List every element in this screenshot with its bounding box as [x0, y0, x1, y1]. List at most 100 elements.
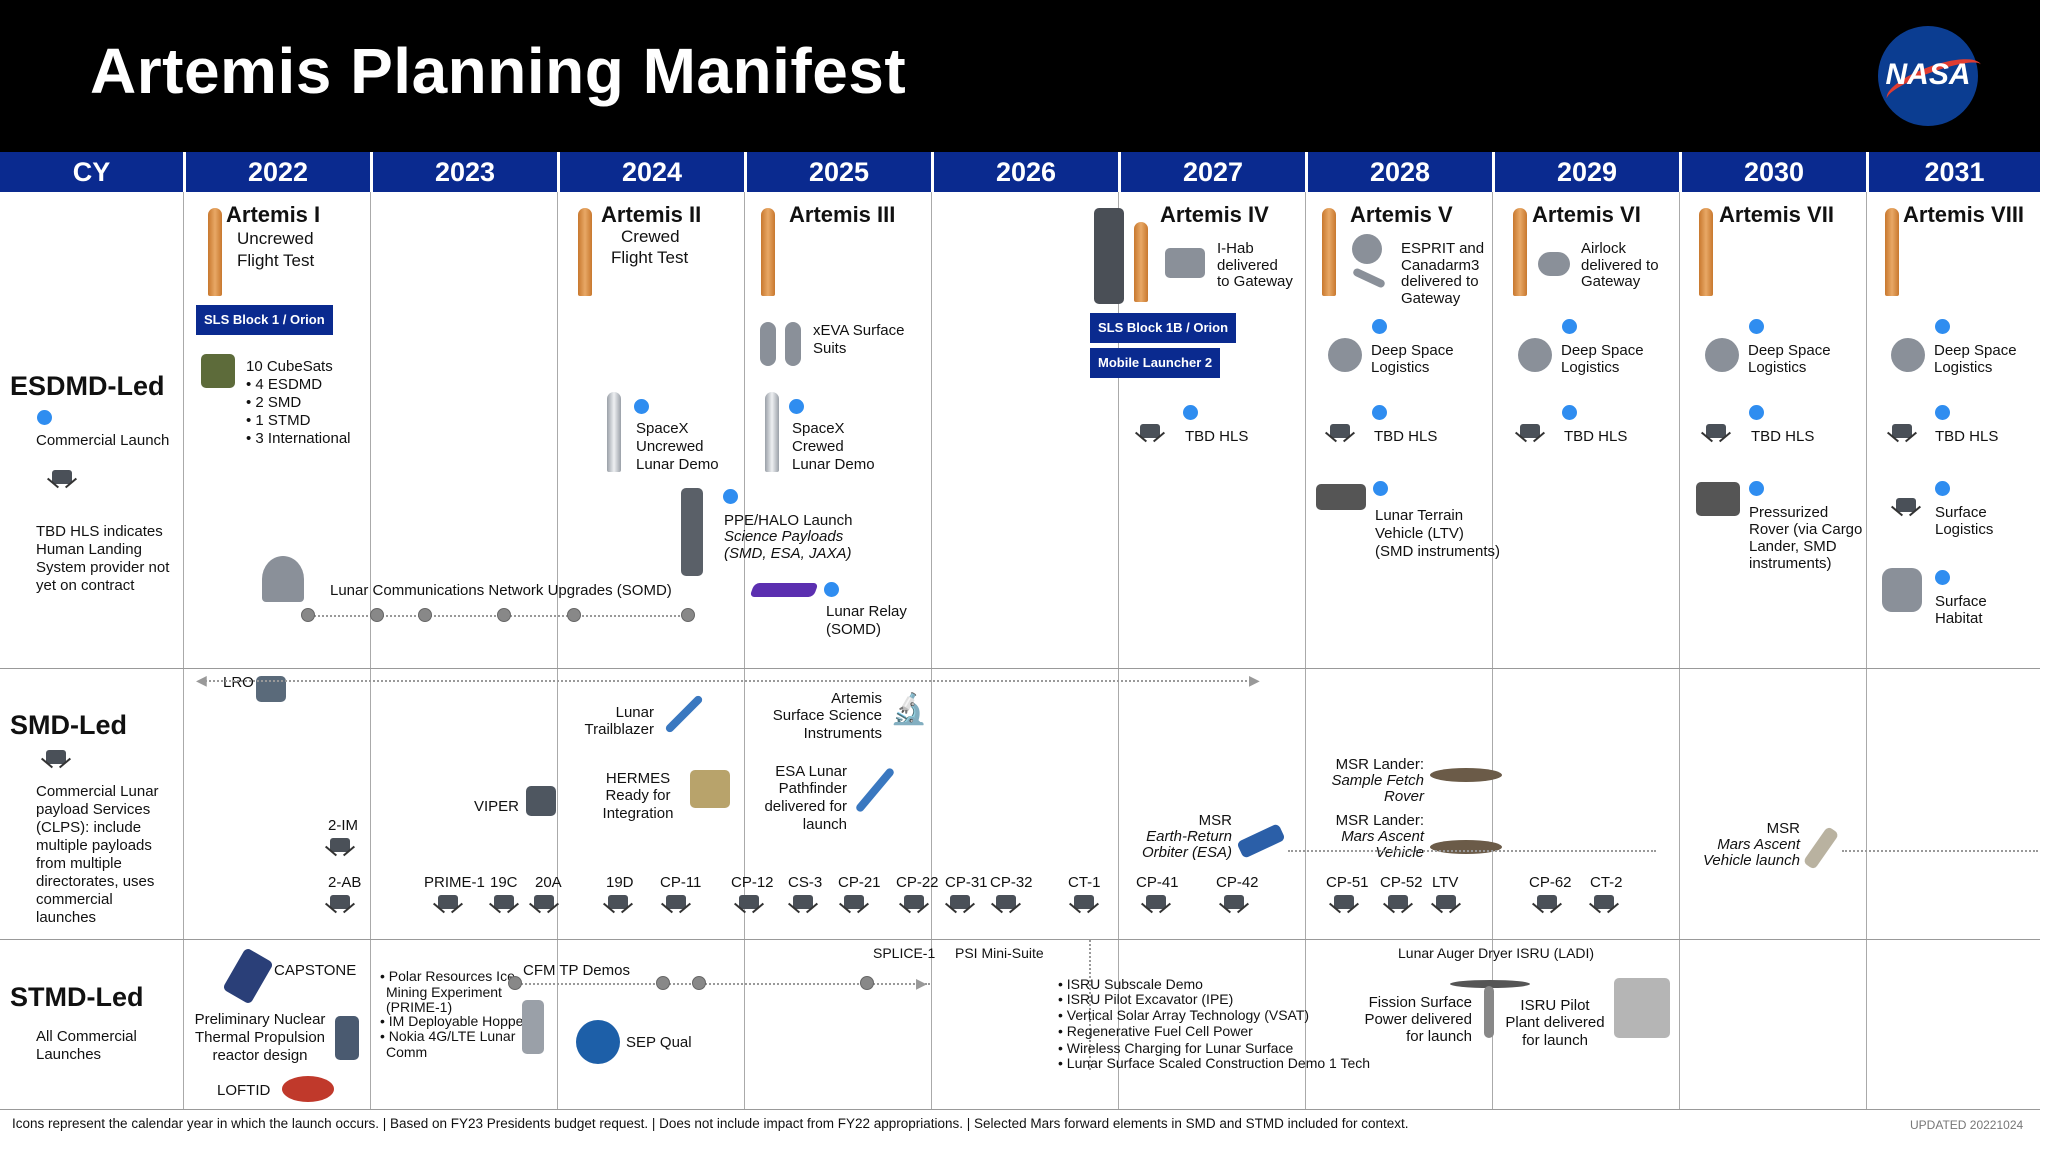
clps-description: Commercial Lunar payload Services (CLPS)… — [36, 783, 159, 926]
clps-lander-icon — [988, 893, 1024, 919]
clps-label-2im: 2-IM — [328, 817, 358, 834]
science-payloads-line1: Science Payloads — [724, 528, 844, 545]
timeline-dot — [370, 608, 384, 622]
clps-lander-icon — [836, 893, 872, 919]
clps-label-ct1: CT-1 — [1068, 874, 1101, 891]
esprit-module-icon — [1352, 234, 1382, 264]
artemis-3-title: Artemis III — [789, 202, 896, 227]
commercial-launch-dot-icon — [1183, 405, 1198, 420]
ct1-drop-line — [1089, 940, 1091, 1070]
clps-lander-icon — [1326, 893, 1362, 919]
msr-ero-line1: MSR — [1198, 812, 1232, 829]
footer-note: Icons represent the calendar year in whi… — [12, 1116, 1409, 1131]
msr-mav-line3: Vehicle — [1375, 844, 1424, 861]
fission-line2: Power delivered — [1364, 1011, 1472, 1028]
sls-rocket-icon — [1322, 208, 1336, 296]
nasa-logo-text: NASA — [1885, 58, 1971, 91]
sls-block1b-orion-badge: SLS Block 1B / Orion — [1090, 313, 1237, 343]
clps-lander-icon — [942, 893, 978, 919]
surface-logistics-lander-icon — [1888, 496, 1924, 522]
artemis-6-title: Artemis VI — [1532, 202, 1641, 227]
nuclear-line2: Thermal Propulsion — [194, 1029, 326, 1046]
clps-label-19c: 19C — [490, 874, 518, 891]
deep-space-logistics-icon — [1705, 338, 1739, 372]
commercial-launch-dot-icon — [1935, 570, 1950, 585]
commercial-launch-dot-icon — [723, 489, 738, 504]
xeva-line2: Suits — [813, 340, 847, 357]
isru-pilot-line2: Plant delivered — [1505, 1014, 1605, 1031]
arrow-left-icon: ◀ — [196, 672, 207, 688]
stmd-2023-item1-text: Polar Resources Ice — [388, 968, 515, 984]
cubesats-list-4: • 3 International — [246, 430, 351, 447]
cubesats-list-1: • 4 ESDMD — [246, 376, 323, 393]
airlock-line3: Gateway — [1581, 273, 1641, 290]
year-label-2029: 2029 — [1556, 157, 1618, 187]
hls-lander-icon — [1884, 422, 1920, 448]
clps-lander-icon — [38, 748, 74, 774]
timeline-dot — [681, 608, 695, 622]
sep-qual-label: SEP Qual — [626, 1034, 692, 1051]
airlock-line2: delivered to — [1581, 257, 1659, 274]
msr-timeline — [1288, 850, 1656, 852]
deep-space-2029-line1: Deep Space — [1561, 342, 1644, 359]
commercial-launch-dot-icon — [1935, 319, 1950, 334]
stmd-2026-item4-text: Regenerative Fuel Cell Power — [1066, 1023, 1253, 1039]
commercial-launch-dot-icon — [1749, 405, 1764, 420]
clps-label-20a: 20A — [535, 874, 562, 891]
clps-lander-icon — [600, 893, 636, 919]
splice-label: SPLICE-1 — [873, 945, 936, 961]
stmd-description: All Commercial Launches — [36, 1028, 137, 1063]
msr-sfr-line1: MSR Lander: — [1335, 756, 1424, 773]
pressurized-rover-line2: Rover (via Cargo — [1749, 521, 1863, 538]
canadarm3-icon — [1351, 267, 1387, 289]
year-label-2022: 2022 — [247, 157, 309, 187]
row-divider — [0, 668, 2040, 669]
surface-habitat-line2: Habitat — [1935, 610, 1983, 627]
xeva-suit-icon — [785, 322, 801, 366]
year-label-2030: 2030 — [1743, 157, 1805, 187]
year-divider — [931, 152, 934, 192]
lunar-relay-line2: (SOMD) — [826, 621, 881, 638]
header-bar: Artemis Planning Manifest NASA — [0, 0, 2040, 152]
commercial-launch-dot-icon — [1749, 481, 1764, 496]
esprit-line4: Gateway — [1401, 290, 1461, 307]
column-line — [1118, 192, 1119, 1109]
commercial-launch-dot-icon — [1562, 405, 1577, 420]
sls-rocket-icon — [1885, 208, 1899, 296]
lunar-relay-satellite-icon — [749, 583, 819, 597]
year-divider — [370, 152, 373, 192]
clps-lander-icon — [1066, 893, 1102, 919]
spacex-crewed-line2: Crewed — [792, 438, 844, 455]
lunar-relay-line1: Lunar Relay — [826, 603, 907, 620]
clps-label-cp21: CP-21 — [838, 874, 881, 891]
year-label-2031: 2031 — [1924, 157, 1985, 187]
ltv-line1: Lunar Terrain — [1375, 507, 1464, 524]
stmd-2023-item2-text: IM Deployable Hopper — [388, 1013, 529, 1029]
tbd-hls-legend: TBD HLS indicates Human Landing System p… — [36, 523, 170, 594]
artemis-2-sub-line2: Flight Test — [611, 248, 689, 267]
tbd-hls-2028: TBD HLS — [1374, 428, 1438, 445]
year-divider — [1679, 152, 1682, 192]
updated-date: UPDATED 20221024 — [1910, 1118, 2024, 1132]
clps-lander-icon — [486, 893, 522, 919]
ppe-halo-icon — [681, 488, 703, 576]
pressurized-rover-line3: Lander, SMD — [1749, 538, 1837, 555]
msr-launch-line1: MSR — [1766, 820, 1800, 837]
ihab-line1: I-Hab — [1217, 240, 1254, 257]
smd-section-label: SMD-Led — [10, 710, 127, 740]
commercial-launch-dot-icon — [824, 582, 839, 597]
stmd-2023-item3b: Comm — [386, 1044, 428, 1060]
artemis-2-title: Artemis II — [601, 202, 702, 227]
commercial-launch-dot-icon — [789, 399, 804, 414]
hls-lander-icon — [1322, 422, 1358, 448]
deep-space-2030-line2: Logistics — [1748, 359, 1807, 376]
stmd-2026-item6: • Lunar Surface Scaled Construction Demo… — [1058, 1055, 1371, 1071]
msr-mav-line2: Mars Ascent — [1341, 828, 1424, 845]
surface-habitat-icon — [1882, 568, 1922, 612]
ppe-halo-label: PPE/HALO Launch — [724, 512, 853, 529]
year-label-2024: 2024 — [621, 157, 683, 187]
commercial-launch-dot-icon — [1749, 319, 1764, 334]
deep-space-2031-line1: Deep Space — [1934, 342, 2017, 359]
nuclear-line1: Preliminary Nuclear — [194, 1011, 326, 1028]
loftid-label: LOFTID — [217, 1082, 271, 1099]
